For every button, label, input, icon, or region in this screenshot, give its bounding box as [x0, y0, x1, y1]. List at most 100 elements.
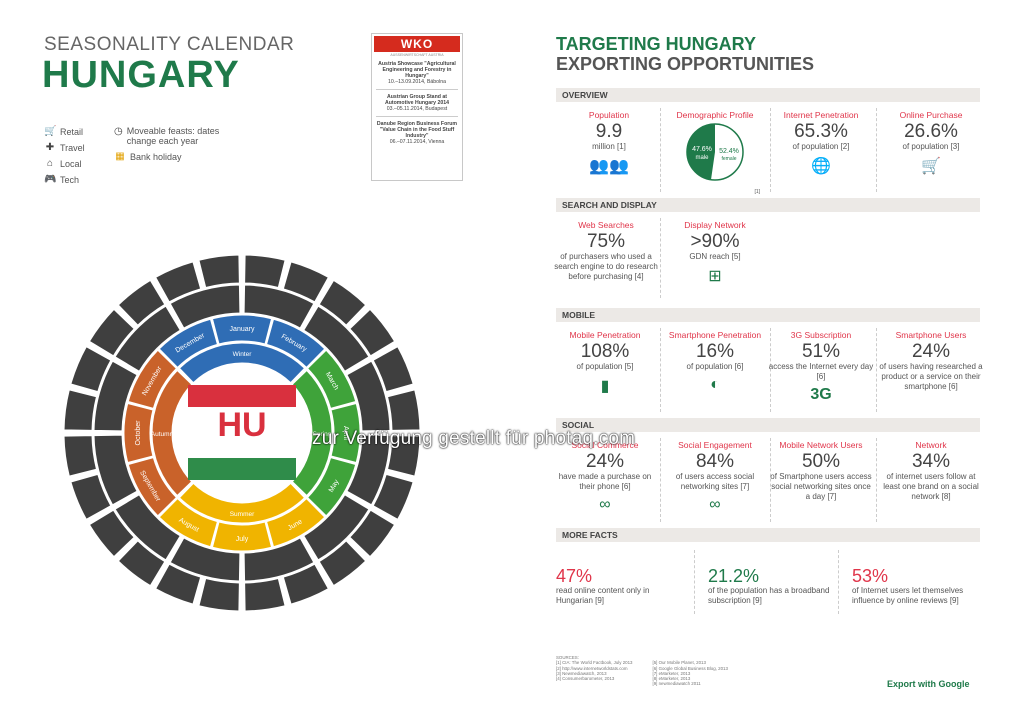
phone-icon: ▮ [600, 378, 610, 395]
month-label: October [135, 420, 142, 446]
stat-mobile-network-users: Mobile Network Users 50% of Smartphone u… [770, 440, 872, 501]
event-date: 03.–05.11.2014, Budapest [386, 106, 448, 112]
month-label: April [342, 426, 349, 440]
divider [770, 108, 771, 192]
stat-population: Population 9.9 million [1] 👥👥 [556, 110, 662, 176]
event-band-segment [243, 284, 315, 329]
section-search: SEARCH AND DISPLAY [556, 198, 980, 212]
season-label: Summer [230, 511, 255, 518]
section-more-facts: MORE FACTS [556, 528, 980, 542]
calendar-title: HUNGARY [42, 54, 240, 96]
divider [660, 328, 661, 412]
event-band-segment [282, 563, 329, 605]
divider [770, 328, 771, 412]
season-label: Winter [233, 351, 253, 358]
month-segment [158, 318, 219, 369]
legend-item-local: ⌂ Local [44, 158, 85, 169]
network-icon: ⊞ [708, 268, 722, 285]
link-icon: ∞ [599, 496, 611, 513]
section-mobile: MOBILE [556, 308, 980, 322]
month-label: July [236, 536, 249, 543]
event-band-segment [372, 346, 414, 393]
event-band-segment [243, 537, 315, 582]
svg-text:47.6%: 47.6% [692, 146, 712, 153]
event-band-segment [318, 279, 367, 326]
stat-social-commerce: Social Commerce 24% have made a purchase… [550, 440, 660, 514]
event-band-segment [93, 360, 138, 432]
event-date: 06.–07.11.2014, Vienna [389, 139, 445, 145]
season-label: Autumn [151, 431, 174, 438]
month-segment [127, 456, 178, 517]
event-band-segment [70, 473, 112, 520]
wko-events-box: WKO AUSSENWIRTSCHAFT AUSTRIA Austria Sho… [371, 33, 463, 181]
event-band-segment [346, 360, 391, 432]
event-band-segment [117, 540, 166, 587]
stat-3g-subscription: 3G Subscription 51% access the Internet … [768, 330, 874, 403]
divider [694, 550, 695, 614]
stat-network: Network 34% of internet users follow at … [883, 440, 979, 501]
month-segment [265, 497, 326, 548]
legend-item-moveable: ◷ Moveable feasts: dates change each year [114, 126, 220, 146]
stat-smartphone-users: Smartphone Users 24% of users having res… [879, 330, 983, 391]
fact-hungarian-content: 47% read online content only in Hungaria… [556, 566, 650, 605]
event-band-segment [93, 434, 138, 506]
cart-icon: 🛒 [44, 126, 57, 137]
legend-item-travel: ✚ Travel [45, 142, 85, 153]
divider [876, 108, 877, 192]
event-band-segment [155, 563, 202, 605]
divider [770, 438, 771, 522]
event-band-segment [349, 308, 396, 357]
stat-mobile-penetration: Mobile Penetration 108% of population [5… [550, 330, 660, 396]
event-band-segment [198, 577, 240, 612]
stat-demographic: Demographic Profile 47.6% male 52.4% fem… [676, 110, 760, 195]
month-segment [306, 349, 357, 410]
event-band-segment [155, 261, 202, 303]
divider [876, 438, 877, 522]
stat-display-network: Display Network >90% GDN reach [5] ⊞ [662, 220, 768, 286]
event-title: Austrian Group Stand at Automotive Hunga… [385, 94, 449, 106]
svg-text:female: female [721, 156, 736, 162]
month-segment [211, 521, 273, 552]
stat-social-engagement: Social Engagement 84% of users access so… [660, 440, 770, 514]
calendar-subtitle: SEASONALITY CALENDAR [44, 34, 295, 55]
divider [660, 218, 661, 298]
divider [660, 438, 661, 522]
month-segment [123, 402, 154, 464]
globe-icon: 🌐 [811, 158, 831, 175]
event-band-segment [303, 494, 370, 561]
month-segment [211, 314, 273, 345]
month-segment [158, 497, 219, 548]
stat-online-purchase: Online Purchase 26.6% of population [3] … [878, 110, 984, 176]
event-band-segment [282, 261, 329, 303]
legend-item-bank-holiday: ▦ Bank holiday [115, 151, 182, 162]
sources: SOURCES: [1] CIA: The World Factbook, Ju… [556, 655, 728, 687]
event-band-segment [372, 473, 414, 520]
event-band-segment [198, 254, 240, 289]
export-with-google-link[interactable]: Export with Google [887, 679, 970, 689]
event-band-segment [303, 305, 370, 372]
month-segment [330, 402, 361, 464]
people-icon: 👥👥 [589, 158, 629, 175]
event-band-segment [318, 540, 367, 587]
event-band-segment [114, 494, 181, 561]
event-band-segment [346, 434, 391, 506]
flag-white [188, 402, 296, 462]
event-date: 10.–13.09.2014, Bábolna [388, 79, 446, 85]
legend-categories: 🛒 Retail ✚ Travel ⌂ Local 🎮 Tech [44, 126, 85, 190]
event-band-segment [117, 279, 166, 326]
season-segment [178, 482, 306, 524]
month-label: January [230, 326, 255, 333]
stat-web-searches: Web Searches 75% of purchasers who used … [554, 220, 658, 281]
divider [838, 550, 839, 614]
gamepad-icon: 🎮 [44, 174, 57, 185]
svg-text:52.4%: 52.4% [719, 148, 739, 155]
event-band-segment [169, 537, 241, 582]
wko-logo: WKO [374, 36, 460, 52]
link-icon: ∞ [709, 496, 721, 513]
wheel-rings: JanuaryFebruaryMarchAprilMayJuneJulyAugu… [63, 254, 421, 612]
event-band-segment [114, 305, 181, 372]
watermark: zur Verfügung gestellt für photaq.com [312, 428, 636, 449]
event-band-segment [70, 346, 112, 393]
fact-broadband: 21.2% of the population has a broadband … [708, 566, 830, 605]
